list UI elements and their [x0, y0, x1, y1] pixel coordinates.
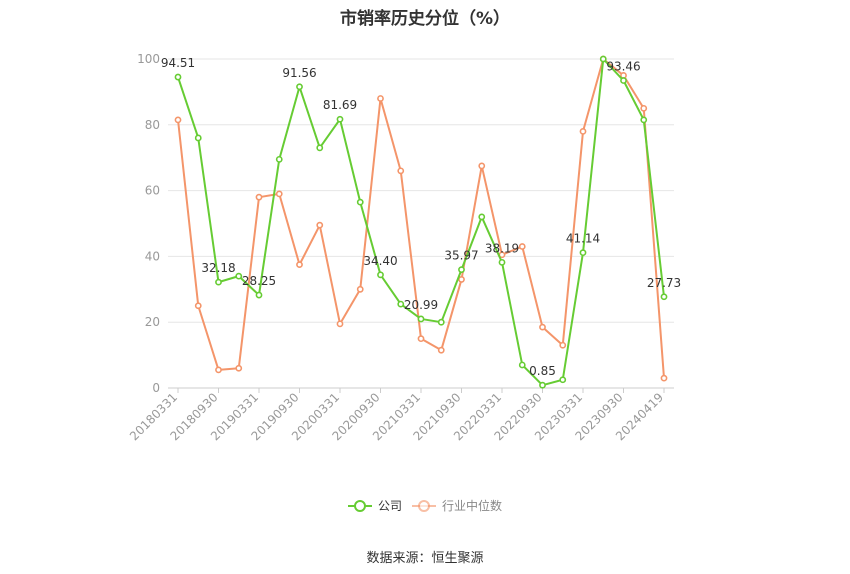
- data-point-company: [458, 266, 465, 274]
- data-point-company: [194, 134, 202, 142]
- data-point-company: [640, 116, 648, 124]
- y-tick-label: 0: [152, 381, 160, 395]
- data-label: 41.14: [566, 232, 600, 246]
- data-point-industry-median: [356, 285, 364, 293]
- series-line-industry-median: [177, 58, 665, 379]
- data-point-company: [397, 300, 405, 308]
- data-point-company: [498, 258, 506, 266]
- legend-label-industry-median: 行业中位数: [442, 498, 502, 513]
- data-point-company: [336, 115, 344, 123]
- data-point-industry-median: [215, 366, 222, 374]
- data-point-industry-median: [336, 320, 344, 328]
- data-point-company: [316, 144, 324, 152]
- legend-marker-company: [354, 500, 366, 512]
- data-point-industry-median: [275, 190, 283, 198]
- data-label: 81.69: [323, 98, 357, 112]
- legend-marker-industry-median: [418, 500, 430, 512]
- data-point-company: [539, 381, 546, 389]
- y-tick-label: 80: [145, 118, 160, 132]
- data-point-industry-median: [559, 341, 567, 349]
- legend-label-company: 公司: [378, 499, 402, 513]
- data-point-industry-median: [579, 127, 587, 135]
- data-point-industry-median: [660, 374, 668, 382]
- data-label: 35.97: [444, 249, 478, 263]
- y-tick-label: 40: [145, 249, 160, 263]
- data-point-industry-median: [316, 221, 324, 229]
- data-label: 94.51: [161, 56, 195, 70]
- data-point-company: [599, 55, 607, 63]
- data-point-company: [579, 249, 587, 257]
- data-label: 38.19: [485, 241, 519, 255]
- data-label: 34.40: [363, 254, 397, 268]
- data-point-industry-median: [194, 302, 202, 310]
- data-point-industry-median: [478, 162, 486, 170]
- data-point-industry-median: [640, 104, 648, 112]
- data-point-industry-median: [518, 243, 526, 250]
- data-point-company: [215, 278, 222, 286]
- data-point-company: [417, 315, 425, 323]
- data-point-industry-median: [458, 276, 465, 283]
- data-label: 93.46: [606, 60, 640, 74]
- data-label: 0.85: [529, 364, 556, 378]
- data-point-industry-median: [539, 323, 546, 331]
- data-point-company: [518, 361, 526, 369]
- data-point-company: [174, 73, 182, 81]
- data-point-company: [275, 155, 283, 163]
- data-point-company: [255, 291, 263, 299]
- data-label: 32.18: [201, 261, 235, 275]
- chart-title: 市销率历史分位（%）: [339, 9, 511, 29]
- y-tick-label: 100: [137, 52, 160, 66]
- data-point-company: [559, 376, 567, 384]
- data-point-industry-median: [397, 167, 405, 175]
- data-point-company: [377, 271, 384, 279]
- data-label: 91.56: [282, 66, 316, 80]
- data-label: 27.73: [647, 276, 681, 290]
- data-point-company: [660, 293, 668, 301]
- data-point-industry-median: [437, 346, 445, 354]
- data-source-note: 数据来源：恒生聚源: [366, 551, 484, 566]
- data-point-company: [437, 318, 445, 326]
- y-tick-label: 60: [145, 184, 160, 198]
- data-point-company: [620, 77, 627, 84]
- data-point-company: [235, 272, 243, 280]
- data-point-industry-median: [296, 261, 303, 269]
- data-label: 20.99: [404, 298, 438, 312]
- data-point-company: [296, 83, 303, 91]
- data-point-company: [356, 198, 364, 206]
- data-label: 28.25: [242, 274, 276, 288]
- y-tick-label: 20: [145, 315, 160, 329]
- data-point-industry-median: [235, 364, 243, 372]
- data-point-industry-median: [377, 95, 384, 102]
- data-point-industry-median: [255, 193, 263, 201]
- data-point-company: [478, 213, 486, 221]
- data-point-industry-median: [174, 116, 182, 124]
- data-point-industry-median: [417, 335, 425, 343]
